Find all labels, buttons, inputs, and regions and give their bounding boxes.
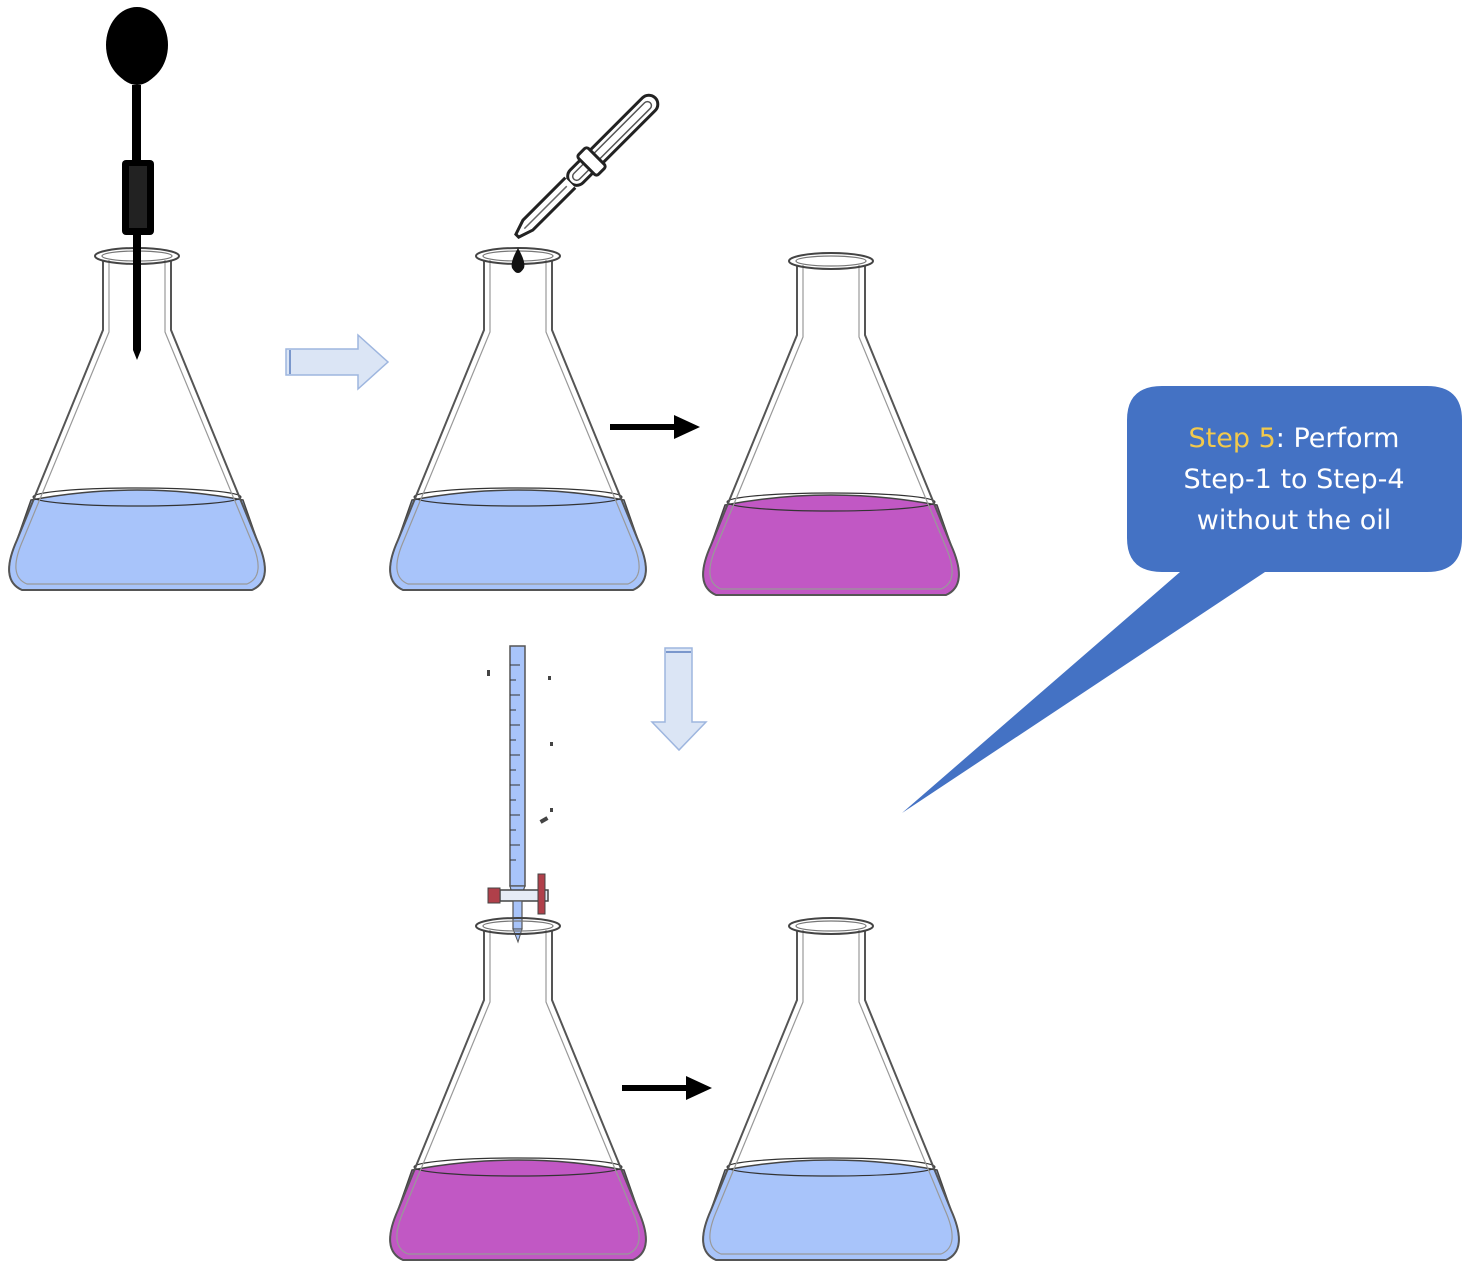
reaction-arrow-top bbox=[610, 415, 700, 439]
callout-line-2: Step-1 to Step-4 bbox=[1183, 464, 1405, 495]
flask-2-liquid bbox=[389, 489, 647, 591]
process-arrow-right bbox=[285, 333, 390, 391]
flask-1 bbox=[8, 247, 266, 591]
flask-4-liquid bbox=[389, 1159, 647, 1261]
flask-5 bbox=[702, 917, 960, 1261]
flask-1-liquid bbox=[8, 489, 266, 591]
flask-3 bbox=[702, 252, 960, 596]
dropper-icon bbox=[511, 93, 660, 273]
flask-2 bbox=[389, 247, 647, 591]
flask-3-liquid bbox=[702, 494, 960, 596]
callout-step-highlight: Step 5 bbox=[1188, 423, 1276, 454]
process-arrow-down bbox=[650, 647, 708, 752]
step-5-callout bbox=[902, 386, 1462, 813]
pipette-with-bulb-icon bbox=[106, 7, 168, 360]
callout-line-1: Step 5: Perform bbox=[1128, 418, 1460, 459]
callout-line-3: without the oil bbox=[1196, 505, 1392, 536]
flask-5-liquid bbox=[702, 1159, 960, 1261]
callout-text: Step 5: Perform Step-1 to Step-4 without… bbox=[1128, 418, 1460, 541]
burette-icon bbox=[487, 645, 553, 944]
flask-4 bbox=[389, 917, 647, 1261]
callout-line-1-rest: : Perform bbox=[1275, 423, 1400, 454]
reaction-arrow-bottom bbox=[622, 1076, 712, 1100]
